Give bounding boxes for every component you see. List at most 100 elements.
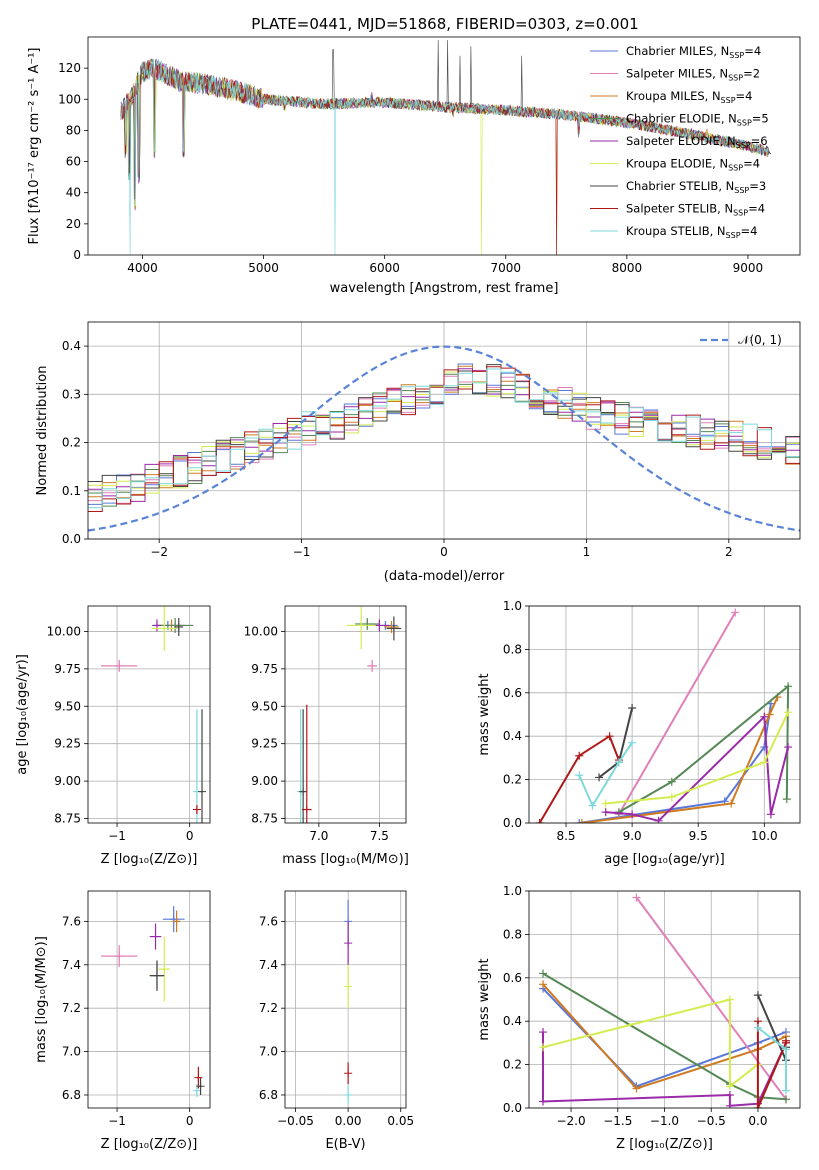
data-point	[160, 624, 169, 633]
series-line-kroupa-miles	[542, 983, 787, 1090]
legend-entry: Chabrier ELODIE, NSSP=5	[626, 112, 769, 128]
legend-count: =3	[749, 179, 766, 193]
y-tick-label: 20	[66, 217, 81, 231]
data-point	[172, 917, 181, 926]
x-axis-label: E(B-V)	[325, 1137, 365, 1152]
x-tick-label: 6000	[369, 261, 400, 275]
y-tick-label: 0.3	[62, 387, 81, 401]
panel-age_vs_weight: 8.5 9.0 9.5 10.0 0.0 0.2 0.4 0.6 0.8 1.0 age [log₁…	[477, 599, 801, 867]
legend-count: =2	[743, 67, 760, 81]
data-point	[628, 703, 637, 712]
axes-frame	[87, 36, 801, 256]
data-point	[753, 1104, 762, 1108]
histogram-kroupa-elodie	[88, 371, 800, 494]
data-point	[577, 819, 586, 823]
data-point	[667, 792, 676, 801]
y-tick-label: 7.0	[62, 1045, 81, 1059]
lines-group	[535, 608, 793, 823]
data-point	[539, 969, 548, 978]
data-point	[575, 771, 584, 780]
series-line-salpeter-elodie	[605, 714, 790, 822]
x-tick-label: −2	[150, 545, 168, 559]
points-group	[344, 899, 353, 1104]
series-line-kroupa-miles	[581, 696, 779, 823]
axes-frame	[284, 605, 407, 824]
y-tick-label: 7.2	[259, 1001, 278, 1015]
points-group	[101, 606, 207, 823]
legend-label: Chabrier ELODIE, N	[626, 112, 737, 126]
x-tick-label: 2	[725, 545, 733, 559]
y-tick-label: 0.2	[503, 1058, 522, 1072]
y-axis-label: mass weight	[477, 673, 492, 755]
y-tick-label: 7.4	[259, 958, 278, 972]
legend-count: =6	[751, 134, 768, 148]
data-point	[575, 751, 584, 760]
legend-label: Salpeter MILES, N	[626, 67, 728, 81]
data-point	[539, 1097, 548, 1106]
y-tick-label: 6.8	[62, 1088, 81, 1102]
y-tick-label: 0.6	[503, 686, 522, 700]
data-point	[539, 1043, 548, 1052]
series-line-kroupa-elodie	[542, 998, 759, 1089]
panel-residuals: −2 −1 0 1 2 0.0 0.1 0.2 0.3 0.4 (data-model)/error…	[35, 321, 801, 584]
series-line-kroupa-stelib	[578, 742, 633, 808]
panel-z_vs_age: −1 0 8.75 9.00 9.25 9.50 9.75 10.00 Z [log₁₀(Z/Z…	[15, 605, 211, 867]
data-point	[368, 661, 377, 670]
data-point	[198, 787, 207, 796]
y-tick-label: 120	[58, 61, 81, 75]
legend-entry: Chabrier MILES, NSSP=4	[626, 44, 761, 60]
data-point	[628, 810, 637, 819]
lines-group	[539, 893, 790, 1108]
y-tick-label: 9.75	[54, 662, 81, 676]
legend-label: Salpeter STELIB, N	[626, 202, 733, 216]
x-tick-label: 8000	[612, 261, 643, 275]
y-tick-label: 7.0	[259, 1045, 278, 1059]
data-point	[539, 1028, 548, 1037]
histogram-group	[88, 345, 800, 532]
y-tick-label: 80	[66, 123, 81, 137]
data-point	[667, 777, 676, 786]
data-point	[725, 1090, 734, 1099]
data-point	[725, 1101, 734, 1108]
y-tick-label: 0.2	[503, 773, 522, 787]
y-tick-label: 1.0	[503, 884, 522, 898]
data-point	[302, 805, 311, 814]
y-axis-label: age [log₁₀(age/yr)]	[15, 654, 30, 775]
y-tick-label: 9.25	[54, 737, 81, 751]
x-tick-label: −2.0	[556, 1114, 585, 1128]
data-point	[539, 980, 548, 989]
data-point	[766, 810, 775, 819]
legend-count: =4	[748, 202, 765, 216]
y-tick-label: 0.4	[62, 339, 81, 353]
legend-label: Kroupa ELODIE, N	[626, 157, 728, 171]
legend-count: =4	[743, 157, 760, 171]
legend-label: Chabrier STELIB, N	[626, 179, 734, 193]
y-tick-label: 7.2	[62, 1001, 81, 1015]
y-tick-label: 8.75	[54, 812, 81, 826]
x-tick-label: 9.5	[689, 829, 708, 843]
y-tick-label: 100	[58, 92, 81, 106]
spectrum-line-kroupa-stelib	[120, 59, 769, 255]
data-point	[196, 1082, 205, 1091]
series-line-salpeter-miles	[635, 896, 787, 1100]
axes-frame	[284, 890, 407, 1109]
legend-entry: Kroupa MILES, NSSP=4	[626, 89, 752, 105]
data-point	[753, 991, 762, 1000]
data-point	[595, 773, 604, 782]
data-point	[781, 1045, 790, 1054]
series-line-salpeter-elodie	[542, 1032, 787, 1107]
legend-normal-label: 𝒩(0, 1)	[738, 333, 782, 347]
data-point	[535, 819, 544, 823]
y-tick-label: 0.0	[62, 532, 81, 546]
data-point	[782, 795, 791, 804]
data-point	[654, 816, 663, 823]
legend-label: Chabrier MILES, N	[626, 44, 729, 58]
data-point	[731, 608, 740, 617]
axes-frame	[87, 890, 211, 1109]
data-point	[725, 1082, 734, 1091]
data-point	[605, 732, 614, 741]
x-tick-label: 9000	[733, 261, 764, 275]
y-axis-label: Normed distribution	[35, 366, 50, 496]
data-point	[151, 932, 160, 941]
axes-frame	[87, 605, 211, 824]
